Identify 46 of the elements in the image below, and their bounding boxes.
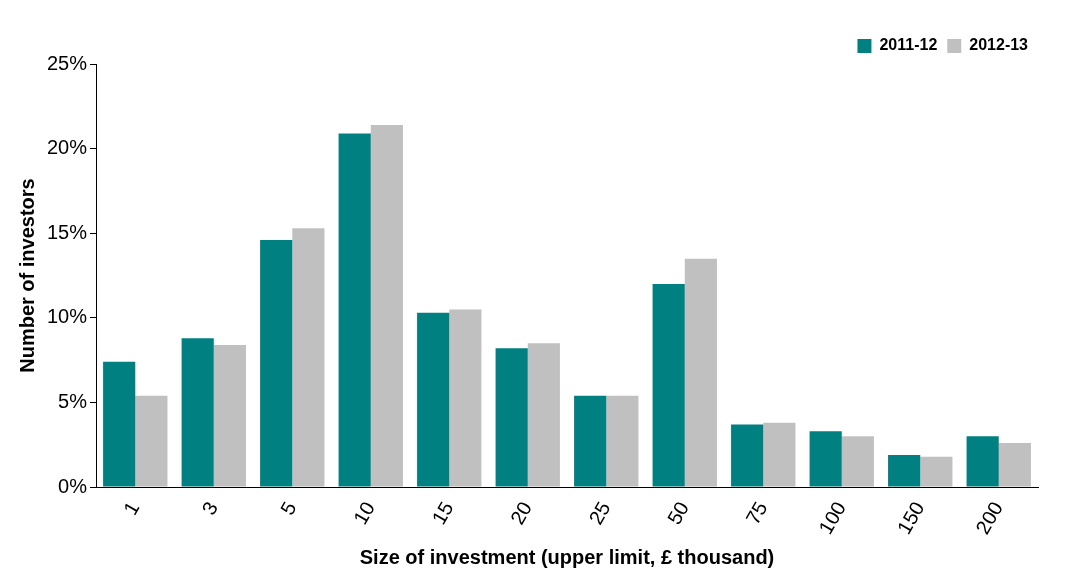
bar xyxy=(652,284,685,487)
bar xyxy=(684,258,717,487)
bar xyxy=(998,443,1031,487)
y-tick-label: 0% xyxy=(58,474,88,497)
bar xyxy=(417,312,450,487)
bar xyxy=(260,240,293,487)
x-tick-label: 200 xyxy=(971,497,1007,538)
bar xyxy=(809,431,842,487)
x-tick-label: 1 xyxy=(118,497,144,519)
x-tick-label: 75 xyxy=(741,497,772,529)
x-tick-label: 5 xyxy=(275,497,301,519)
y-tick-label: 20% xyxy=(47,136,88,159)
bar xyxy=(731,424,764,487)
bar xyxy=(527,343,560,487)
bar xyxy=(841,436,874,487)
x-tick-label: 3 xyxy=(197,497,223,519)
bar xyxy=(888,454,921,487)
bar xyxy=(449,309,482,487)
bar xyxy=(495,348,528,487)
bar xyxy=(292,228,325,487)
y-tick-label: 10% xyxy=(47,305,88,328)
bar xyxy=(920,456,953,487)
bar xyxy=(181,338,214,487)
x-tick-label: 150 xyxy=(892,497,929,538)
bar xyxy=(213,344,246,487)
legend-label: 2011-12 xyxy=(879,36,938,54)
bar xyxy=(606,395,639,487)
bar xyxy=(763,422,796,487)
legend-label: 2012-13 xyxy=(969,36,1029,54)
x-tick-label: 25 xyxy=(584,497,615,529)
y-tick-label: 5% xyxy=(58,390,88,412)
bar xyxy=(135,395,168,487)
y-axis-title: Number of investors xyxy=(15,178,38,373)
y-tick-label: 25% xyxy=(47,51,88,74)
x-tick-label: 15 xyxy=(427,497,458,529)
x-tick-label: 100 xyxy=(814,497,850,538)
bar xyxy=(966,436,999,487)
bar xyxy=(370,124,403,487)
bar xyxy=(338,133,371,487)
y-tick-label: 15% xyxy=(47,220,88,243)
x-tick-label: 50 xyxy=(662,497,693,529)
bar xyxy=(574,395,607,487)
x-axis-title: Size of investment (upper limit, £ thousand) xyxy=(359,545,775,568)
x-tick-label: 10 xyxy=(348,497,380,529)
x-tick-label: 20 xyxy=(505,497,537,529)
bar xyxy=(103,361,136,487)
